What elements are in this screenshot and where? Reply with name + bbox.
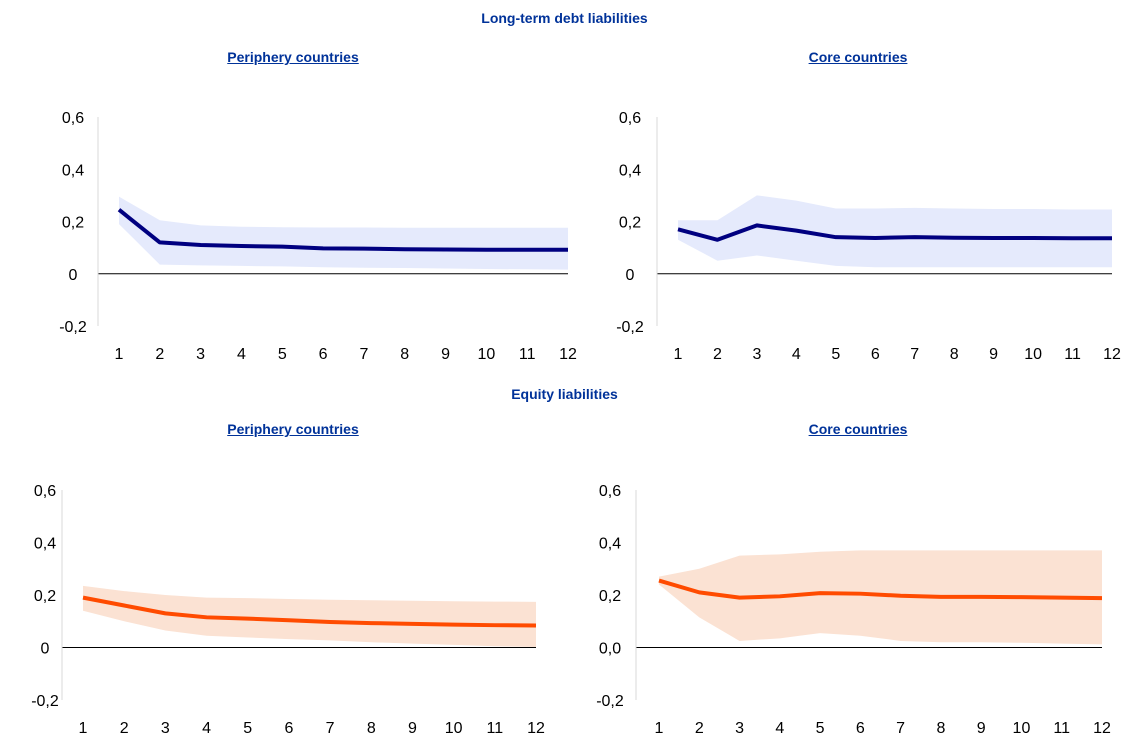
x-tick-label-equity-core: 11 <box>1053 720 1070 735</box>
series-line-equity-periphery <box>82 595 537 628</box>
x-tick-label-debt-periphery: 3 <box>196 346 205 363</box>
x-tick-label-equity-periphery: 10 <box>445 720 463 735</box>
x-tick-label-equity-periphery: 7 <box>326 720 335 735</box>
y-tick-label-equity-periphery: 0,2 <box>34 588 56 605</box>
x-tick-label-equity-periphery: 11 <box>487 720 504 735</box>
x-tick-label-equity-core: 8 <box>936 720 945 735</box>
x-tick-label-debt-core: 8 <box>950 346 959 363</box>
y-tick-label-equity-periphery: -0,2 <box>31 693 59 710</box>
x-tick-label-equity-core: 9 <box>977 720 986 735</box>
x-tick-label-equity-periphery: 8 <box>367 720 376 735</box>
panel-title-debt-core: Core countries <box>808 49 908 65</box>
y-tick-label-debt-periphery: -0,2 <box>59 319 87 336</box>
x-tick-label-debt-core: 9 <box>989 346 998 363</box>
x-tick-label-debt-core: 3 <box>752 346 761 363</box>
x-tick-label-debt-periphery: 6 <box>319 346 328 363</box>
x-tick-label-debt-core: 11 <box>1064 346 1081 363</box>
x-tick-label-debt-core: 7 <box>910 346 919 363</box>
confidence-band-equity-periphery <box>83 585 536 647</box>
x-tick-label-equity-periphery: 4 <box>202 720 211 735</box>
x-tick-label-equity-periphery: 5 <box>243 720 252 735</box>
y-tick-label-debt-periphery: 0,2 <box>62 215 84 232</box>
series-line-equity-core <box>658 578 1103 601</box>
x-tick-label-equity-periphery: 2 <box>120 720 129 735</box>
series-line-debt-core <box>677 223 1112 242</box>
y-tick-label-debt-core: 0,4 <box>619 162 641 179</box>
x-tick-label-equity-core: 1 <box>655 720 664 735</box>
x-tick-label-debt-periphery: 12 <box>559 346 577 363</box>
x-tick-label-debt-periphery: 8 <box>400 346 409 363</box>
x-tick-label-debt-periphery: 4 <box>237 346 246 363</box>
confidence-band-equity-core <box>659 550 1102 645</box>
x-tick-label-equity-core: 7 <box>896 720 905 735</box>
x-tick-label-debt-periphery: 7 <box>359 346 368 363</box>
y-tick-label-debt-core: 0,2 <box>619 215 641 232</box>
x-tick-label-equity-core: 5 <box>816 720 825 735</box>
x-tick-label-debt-core: 5 <box>831 346 840 363</box>
x-tick-label-debt-periphery: 1 <box>115 346 124 363</box>
y-tick-label-equity-periphery: 0,6 <box>34 483 56 500</box>
y-tick-label-equity-core: -0,2 <box>596 693 624 710</box>
y-tick-label-debt-periphery: 0,6 <box>62 110 84 127</box>
y-tick-label-equity-periphery: 0,4 <box>34 536 56 553</box>
y-tick-label-equity-core: 0,4 <box>599 536 621 553</box>
x-tick-label-equity-core: 12 <box>1093 720 1111 735</box>
x-tick-label-debt-core: 6 <box>871 346 880 363</box>
y-tick-label-debt-periphery: 0 <box>69 267 78 284</box>
y-tick-label-equity-core: 0,6 <box>599 483 621 500</box>
y-tick-label-debt-core: -0,2 <box>616 319 644 336</box>
confidence-band-debt-core <box>678 195 1112 268</box>
x-tick-label-equity-periphery: 3 <box>161 720 170 735</box>
y-tick-label-debt-core: 0,6 <box>619 110 641 127</box>
x-tick-label-debt-periphery: 10 <box>477 346 495 363</box>
x-tick-label-debt-periphery: 9 <box>441 346 450 363</box>
y-tick-label-debt-core: 0 <box>626 267 635 284</box>
x-tick-label-debt-core: 1 <box>674 346 683 363</box>
panel-title-debt-periphery: Periphery countries <box>227 49 359 65</box>
x-tick-label-debt-core: 10 <box>1024 346 1042 363</box>
x-tick-label-equity-core: 4 <box>775 720 784 735</box>
x-tick-label-debt-core: 12 <box>1103 346 1121 363</box>
x-tick-label-equity-periphery: 6 <box>284 720 293 735</box>
series-line-debt-periphery <box>117 208 568 252</box>
x-tick-label-debt-periphery: 5 <box>278 346 287 363</box>
x-tick-label-debt-core: 2 <box>713 346 722 363</box>
section-title-debt: Long-term debt liabilities <box>481 10 648 26</box>
x-tick-label-equity-core: 10 <box>1013 720 1031 735</box>
y-tick-label-equity-periphery: 0 <box>41 641 50 658</box>
y-tick-label-equity-core: 0,0 <box>599 641 621 658</box>
panel-title-equity-periphery: Periphery countries <box>227 421 359 437</box>
x-tick-label-equity-periphery: 9 <box>408 720 417 735</box>
confidence-band-debt-periphery <box>119 196 568 270</box>
x-tick-label-debt-core: 4 <box>792 346 801 363</box>
x-tick-label-equity-core: 6 <box>856 720 865 735</box>
x-tick-label-equity-core: 2 <box>695 720 704 735</box>
panel-title-equity-core: Core countries <box>808 421 908 437</box>
x-tick-label-debt-periphery: 11 <box>519 346 536 363</box>
x-tick-label-equity-core: 3 <box>735 720 744 735</box>
x-tick-label-debt-periphery: 2 <box>155 346 164 363</box>
y-tick-label-debt-periphery: 0,4 <box>62 162 84 179</box>
y-tick-label-equity-core: 0,2 <box>599 588 621 605</box>
section-title-equity: Equity liabilities <box>511 386 618 402</box>
x-tick-label-equity-periphery: 1 <box>79 720 88 735</box>
x-tick-label-equity-periphery: 12 <box>527 720 545 735</box>
